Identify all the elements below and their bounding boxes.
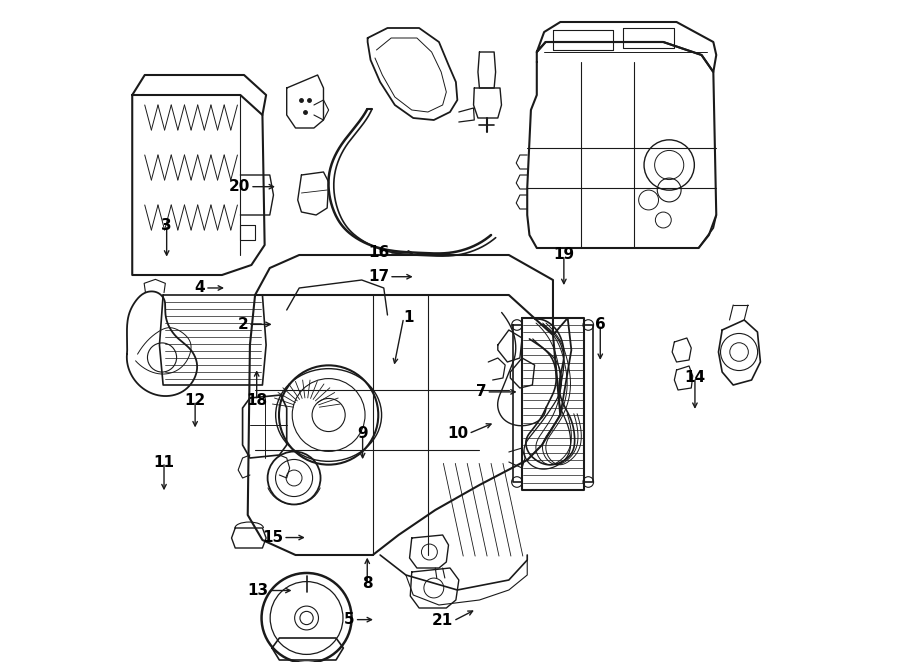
- Text: 14: 14: [684, 370, 706, 385]
- Text: 12: 12: [184, 393, 206, 408]
- Text: 15: 15: [262, 530, 284, 545]
- Text: 6: 6: [595, 317, 606, 332]
- Circle shape: [300, 612, 313, 625]
- Text: 20: 20: [229, 179, 250, 194]
- Text: 21: 21: [432, 614, 454, 628]
- Text: 3: 3: [161, 218, 172, 232]
- Text: 4: 4: [194, 281, 205, 295]
- Text: 10: 10: [447, 426, 469, 441]
- Text: 1: 1: [404, 310, 414, 325]
- Text: 17: 17: [368, 269, 389, 284]
- Text: 19: 19: [554, 248, 574, 262]
- Text: 18: 18: [246, 393, 267, 408]
- Text: 5: 5: [344, 612, 355, 627]
- Text: 7: 7: [476, 385, 486, 399]
- Text: 2: 2: [238, 317, 248, 332]
- Text: 13: 13: [247, 583, 268, 598]
- Text: 8: 8: [362, 577, 373, 591]
- Text: 16: 16: [368, 246, 389, 260]
- Text: 9: 9: [357, 426, 368, 441]
- Text: 11: 11: [154, 455, 175, 469]
